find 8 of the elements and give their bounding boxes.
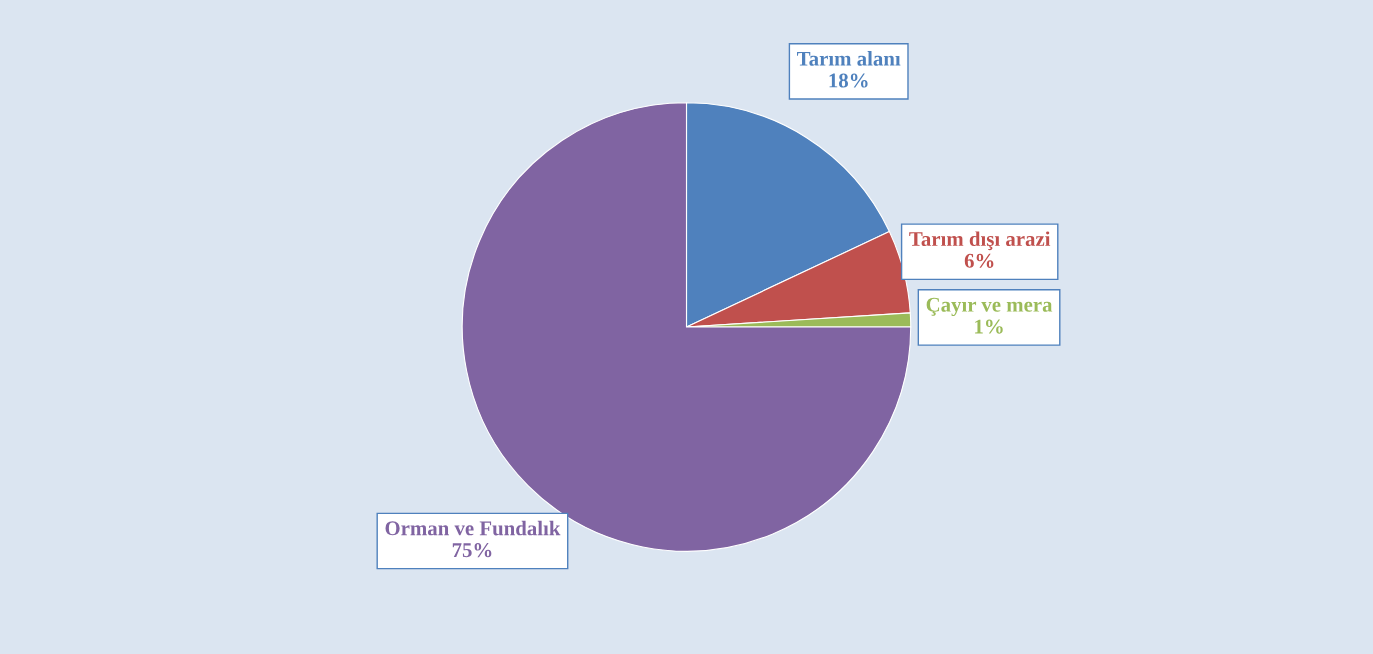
slice-label: Çayır ve mera xyxy=(926,297,1053,317)
data-label: 18% xyxy=(829,73,868,88)
slice-label: Tarım alanı xyxy=(797,51,901,66)
data-label: 1% xyxy=(975,319,1003,334)
slice-label: Tarım dışı arazi xyxy=(909,231,1051,251)
slice-label: Orman ve Fundalık xyxy=(385,520,561,536)
data-label: 75% xyxy=(452,543,492,558)
data-label: 6% xyxy=(964,253,994,268)
